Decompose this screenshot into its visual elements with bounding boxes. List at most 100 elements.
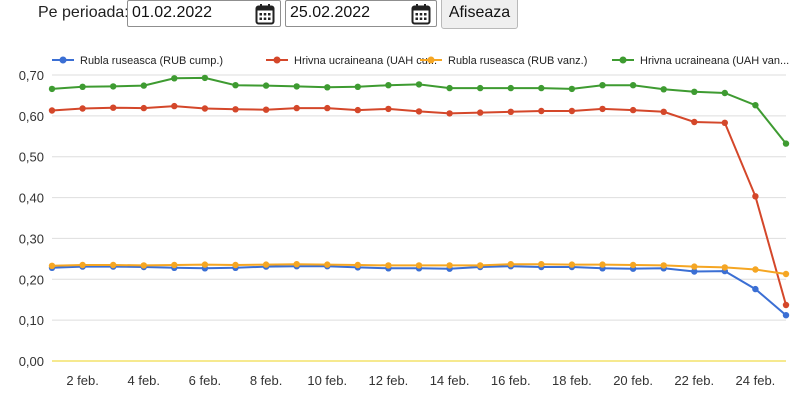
data-point [110, 83, 117, 90]
y-tick-label: 0,60 [19, 109, 44, 124]
period-label: Pe perioada: [38, 4, 129, 21]
data-point [415, 262, 423, 269]
data-point [568, 85, 576, 93]
data-point [691, 268, 698, 275]
x-tick-label: 24 feb. [736, 373, 776, 388]
data-point [721, 119, 728, 127]
data-point [507, 261, 514, 268]
data-point [262, 261, 270, 268]
data-point [507, 84, 514, 92]
data-point [79, 83, 86, 90]
start-date-input[interactable] [132, 4, 242, 22]
data-point [79, 261, 86, 269]
calendar-icon[interactable] [411, 3, 431, 25]
x-tick-label: 4 feb. [127, 373, 160, 388]
data-point [262, 82, 270, 89]
data-point [782, 312, 790, 319]
data-point [752, 102, 759, 109]
data-point [293, 261, 300, 268]
toolbar: Pe perioada: [0, 0, 800, 34]
legend-marker [619, 56, 627, 64]
data-point [201, 261, 209, 268]
data-point [691, 263, 698, 270]
end-date-field[interactable] [285, 0, 437, 27]
data-point [201, 105, 209, 112]
show-button[interactable]: Afiseaza [441, 0, 518, 29]
data-point [110, 104, 117, 111]
x-tick-label: 6 feb. [189, 373, 222, 388]
legend-label: Hrivna ucraineana (UAH van... [640, 55, 789, 67]
x-tick-label: 14 feb. [430, 373, 470, 388]
data-point [477, 262, 484, 269]
data-point [446, 110, 453, 117]
data-point [324, 104, 331, 112]
data-point [201, 74, 209, 82]
data-point [110, 261, 117, 269]
data-point [538, 84, 545, 92]
data-point [79, 105, 86, 112]
data-point [629, 106, 637, 114]
data-point [721, 264, 728, 271]
data-point [538, 107, 545, 115]
data-point [293, 83, 300, 90]
data-point [171, 102, 178, 110]
legend-label: Rubla ruseasca (RUB vanz.) [448, 55, 587, 67]
data-point [171, 75, 178, 82]
data-point [354, 83, 361, 90]
x-tick-label: 20 feb. [613, 373, 653, 388]
data-point [538, 261, 545, 268]
data-point [691, 118, 698, 126]
data-point [782, 301, 790, 309]
data-point [477, 84, 484, 92]
legend-label: Rubla ruseasca (RUB cump.) [80, 55, 223, 67]
data-point [446, 262, 453, 269]
x-tick-label: 10 feb. [307, 373, 347, 388]
data-point [354, 261, 361, 269]
legend-marker [427, 56, 435, 64]
data-point [385, 262, 392, 269]
data-point [415, 81, 423, 88]
x-tick-label: 22 feb. [674, 373, 714, 388]
data-point [782, 140, 790, 147]
data-point [415, 108, 423, 115]
y-tick-label: 0,20 [19, 272, 44, 287]
data-point [629, 82, 637, 89]
x-tick-label: 2 feb. [66, 373, 99, 388]
y-tick-label: 0,10 [19, 313, 44, 328]
legend-marker [273, 56, 281, 64]
data-point [232, 106, 239, 113]
data-point [660, 262, 667, 269]
series-line [51, 265, 787, 316]
end-date-input[interactable] [290, 4, 400, 22]
data-point [140, 262, 147, 269]
data-point [752, 285, 759, 293]
data-point [446, 84, 453, 92]
calendar-icon[interactable] [255, 3, 275, 25]
legend-marker [59, 56, 67, 64]
data-point [599, 105, 606, 113]
data-point [48, 262, 56, 269]
data-point [140, 104, 147, 112]
data-point [752, 193, 759, 200]
y-tick-label: 0,30 [19, 231, 44, 246]
data-point [568, 107, 576, 115]
data-point [324, 84, 331, 91]
x-tick-label: 8 feb. [250, 373, 283, 388]
data-point [232, 82, 239, 89]
legend-label: Hrivna ucraineana (UAH cu... [294, 55, 437, 67]
data-point [629, 261, 637, 269]
exchange-rate-chart: 0,00 0,10 0,20 0,30 0,40 0,50 0,60 0,70 2 feb. 4 … [19, 55, 790, 388]
start-date-field[interactable] [127, 0, 281, 27]
data-point [568, 261, 576, 268]
data-point [324, 261, 331, 268]
data-point [293, 104, 300, 112]
x-tick-label: 12 feb. [369, 373, 409, 388]
data-point [691, 88, 698, 95]
data-point [660, 86, 667, 93]
data-point [354, 106, 361, 114]
series-line [51, 105, 787, 306]
data-point [782, 270, 790, 278]
data-point [721, 89, 728, 97]
data-point [232, 261, 239, 269]
y-tick-label: 0,00 [19, 354, 44, 369]
